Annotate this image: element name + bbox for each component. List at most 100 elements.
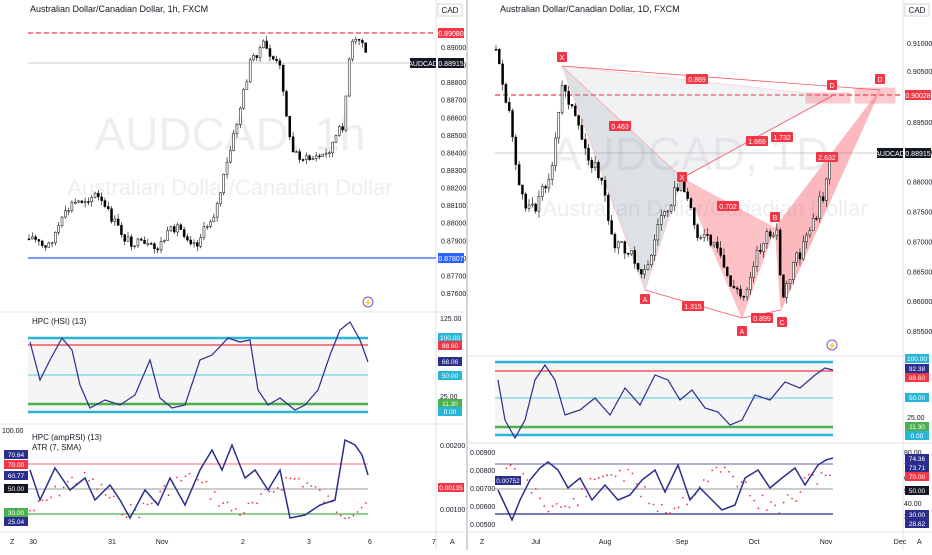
right-candle (802, 241, 805, 260)
right-corner-a[interactable]: A (917, 539, 922, 546)
right-tag-resistance: 0.90028 (905, 93, 930, 100)
right-price-a-tick-1: 0.90500 (907, 69, 932, 76)
left-candle (27, 238, 31, 241)
left-price-axis[interactable]: 0.890000.889000.888000.887000.886000.885… (441, 45, 466, 298)
left-corner-a[interactable]: A (450, 539, 455, 546)
left-candle (143, 239, 146, 244)
right-candle (811, 217, 815, 231)
right-candle (547, 178, 551, 189)
left-time-axis[interactable]: 30 31 Nov 2 3 6 7 (29, 539, 436, 546)
left-lightning-icon[interactable] (362, 296, 374, 308)
left-candle (258, 47, 262, 58)
left-candle (344, 95, 348, 131)
left-candle (116, 218, 120, 226)
left-candle (106, 206, 110, 209)
left-candle (354, 39, 358, 42)
left-candle (268, 48, 272, 57)
right-candle (745, 289, 749, 298)
right-candle (554, 137, 557, 166)
right-rsi-tag-1: 73.71 (909, 465, 926, 472)
left-candle (285, 91, 288, 117)
right-time-2: Sep (676, 539, 689, 546)
left-hsi-tag-2: 68.06 (442, 359, 459, 366)
right-candle (825, 178, 828, 201)
right-currency-box[interactable] (904, 3, 930, 17)
right-candle (650, 255, 653, 266)
left-candle (67, 210, 70, 212)
left-price-tick-0: 0.89000 (441, 45, 466, 52)
left-candle (146, 243, 150, 245)
right-candle (765, 231, 769, 244)
left-candle (31, 236, 34, 240)
left-candle (262, 40, 265, 48)
right-price-a-tick-0: 0.91000 (907, 41, 932, 48)
right-time-5: Dec (894, 539, 907, 546)
right-candle (699, 236, 703, 239)
right-candle (583, 139, 587, 149)
left-price-tick-8: 0.88200 (441, 186, 466, 193)
point-c: C (779, 320, 784, 327)
left-candle (311, 158, 315, 160)
right-candle (504, 84, 508, 103)
right-time-3: Oct (749, 539, 760, 546)
right-candle (778, 229, 782, 276)
left-candle (318, 155, 321, 158)
ratio-0: 0.869 (688, 77, 706, 84)
right-candle (732, 286, 736, 289)
right-tag-last: 0.88915 (905, 151, 930, 158)
ratio-6: 1.315 (684, 304, 702, 311)
right-corner-z[interactable]: Z (480, 539, 485, 546)
left-candle (305, 155, 308, 160)
left-price-tick-14: 0.87600 (441, 291, 466, 298)
right-rsi-line (497, 457, 834, 522)
right-candle (590, 160, 594, 168)
left-candle (169, 226, 173, 231)
left-hsi-tag-0: 100.00 (440, 335, 460, 342)
left-candle (272, 56, 275, 60)
left-candle (308, 155, 311, 160)
left-tag-support: 0.87807 (438, 256, 463, 263)
left-currency-box[interactable] (437, 3, 463, 17)
left-candle (139, 238, 143, 241)
left-hsi-tag-3: 50.00 (442, 373, 459, 380)
ratio-3: 1.732 (773, 135, 791, 142)
point-b: B (773, 215, 778, 222)
left-corner-z[interactable]: Z (10, 539, 15, 546)
right-candle (560, 85, 564, 113)
left-candle (123, 234, 126, 242)
right-candle (587, 147, 590, 161)
left-candle (324, 152, 328, 155)
harmonic-pattern[interactable] (560, 65, 896, 320)
right-candle (828, 160, 831, 180)
right-atr-tick-0: 0.00900 (470, 450, 495, 457)
left-candle (93, 192, 97, 198)
right-candle (531, 203, 534, 206)
left-candle (252, 55, 255, 61)
left-hsi-tag-1: 88.60 (442, 343, 459, 350)
left-candle (73, 201, 77, 204)
right-time-axis[interactable]: Jul Aug Sep Oct Nov Dec (532, 539, 907, 546)
right-lightning-icon[interactable] (826, 339, 838, 351)
right-candle (630, 250, 633, 255)
right-hsi-line (497, 363, 834, 440)
left-candle (37, 239, 41, 242)
left-time-0: 30 (29, 539, 37, 546)
right-rsi-tag-4: 30.00 (909, 512, 926, 519)
left-tag-last: 0.88915 (438, 61, 463, 68)
right-candle (719, 247, 722, 256)
right-price-b-tick-0: 0.89500 (907, 120, 932, 127)
left-rsi-tag-1: 70.00 (8, 462, 25, 469)
left-price-tick-5: 0.88500 (441, 133, 466, 140)
left-candle (97, 192, 100, 198)
right-chart[interactable]: Australian Dollar/Canadian Dollar, 1D, F… (466, 0, 932, 550)
left-rsi-tag-4: 30.00 (8, 510, 25, 517)
left-candle (60, 216, 64, 226)
left-time-2: Nov (156, 539, 169, 546)
left-chart[interactable]: Australian Dollar/Canadian Dollar, 1h, F… (0, 0, 466, 550)
left-candles (27, 36, 367, 254)
left-candle (298, 151, 301, 160)
left-candle (156, 248, 159, 251)
left-rsi-tick-0: 100.00 (2, 428, 24, 435)
right-candle (735, 287, 739, 290)
